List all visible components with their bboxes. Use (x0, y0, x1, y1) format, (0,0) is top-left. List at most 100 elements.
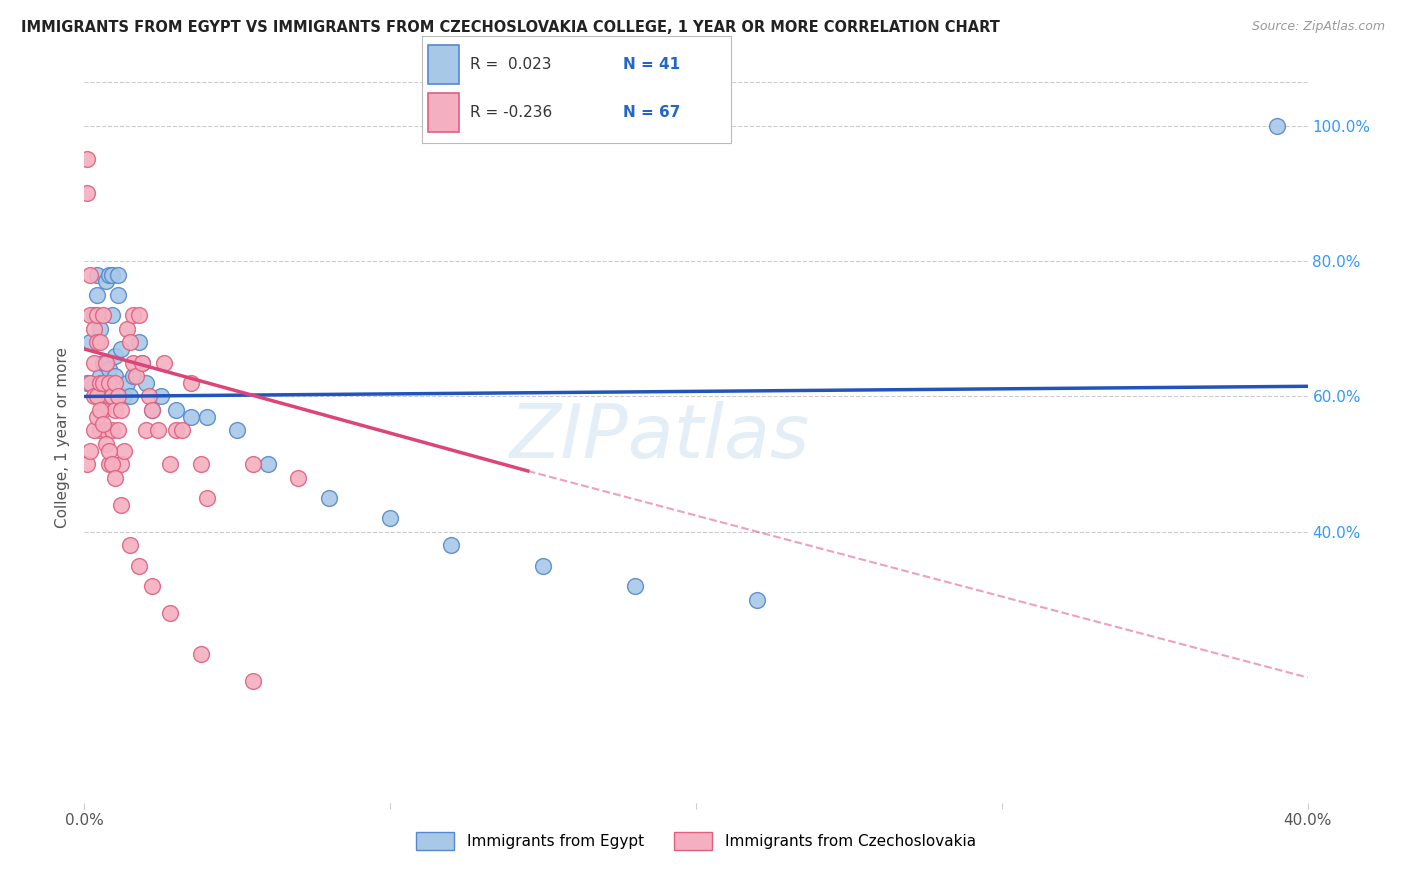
Point (76, 153, 98, 167)
Point (89, 322, 111, 336)
Point (180, 376, 202, 390)
Point (135, 376, 157, 390)
Legend: Immigrants from Egypt, Immigrants from Czechoslovakia: Immigrants from Egypt, Immigrants from C… (416, 832, 976, 850)
Point (89, 376, 111, 390)
Point (110, 342, 132, 356)
Point (242, 457, 264, 471)
Point (86, 308, 108, 322)
Point (97, 443, 120, 458)
Point (104, 369, 127, 384)
Point (86, 268, 108, 282)
Point (94, 376, 117, 390)
Point (94, 355, 117, 369)
Text: R = -0.236: R = -0.236 (470, 104, 553, 120)
Point (86, 389, 108, 403)
Point (115, 322, 138, 336)
Point (141, 403, 163, 417)
Point (101, 457, 124, 471)
Point (195, 409, 218, 424)
Point (195, 491, 218, 505)
Point (159, 606, 181, 620)
Point (76, 186, 98, 201)
Point (83, 423, 105, 437)
Text: IMMIGRANTS FROM EGYPT VS IMMIGRANTS FROM CZECHOSLOVAKIA COLLEGE, 1 YEAR OR MORE : IMMIGRANTS FROM EGYPT VS IMMIGRANTS FROM… (21, 20, 1000, 35)
Point (91, 308, 114, 322)
Point (125, 369, 148, 384)
Point (107, 423, 129, 437)
Point (112, 389, 135, 403)
Point (91, 403, 114, 417)
Point (440, 538, 463, 552)
Text: R =  0.023: R = 0.023 (470, 56, 551, 71)
Point (110, 498, 132, 512)
Point (94, 423, 117, 437)
Point (107, 389, 129, 403)
Point (159, 457, 181, 471)
Point (131, 355, 153, 369)
Point (128, 308, 150, 322)
Text: N = 67: N = 67 (623, 104, 681, 120)
Point (101, 308, 124, 322)
Point (131, 355, 153, 369)
Point (165, 423, 187, 437)
Point (104, 403, 127, 417)
Point (624, 579, 647, 593)
Point (101, 423, 124, 437)
Point (190, 457, 212, 471)
Point (79, 376, 101, 390)
Point (91, 355, 114, 369)
Point (94, 274, 117, 288)
Point (128, 558, 150, 573)
Point (242, 673, 264, 688)
Point (141, 403, 163, 417)
Point (120, 538, 142, 552)
Point (104, 349, 127, 363)
Point (79, 308, 101, 322)
Point (112, 443, 135, 458)
Point (287, 471, 309, 485)
Point (79, 443, 101, 458)
Point (101, 268, 124, 282)
Point (110, 403, 132, 417)
Point (91, 417, 114, 431)
Text: Source: ZipAtlas.com: Source: ZipAtlas.com (1251, 20, 1385, 33)
Point (165, 403, 187, 417)
Point (149, 389, 172, 403)
Point (83, 355, 105, 369)
Point (747, 592, 769, 607)
Point (115, 376, 138, 390)
Point (135, 423, 157, 437)
Y-axis label: College, 1 year or more: College, 1 year or more (55, 347, 70, 527)
FancyBboxPatch shape (427, 45, 458, 84)
Point (89, 335, 111, 350)
Point (120, 389, 142, 403)
Point (97, 268, 120, 282)
Point (97, 362, 120, 376)
Point (257, 457, 280, 471)
Point (83, 308, 105, 322)
Point (146, 423, 169, 437)
Point (380, 511, 402, 525)
FancyBboxPatch shape (427, 94, 458, 132)
Point (76, 457, 98, 471)
Point (104, 471, 127, 485)
Point (86, 335, 108, 350)
Point (83, 322, 105, 336)
Point (107, 288, 129, 302)
Point (89, 369, 111, 384)
Point (122, 355, 145, 369)
Text: N = 41: N = 41 (623, 56, 681, 71)
Point (141, 579, 163, 593)
Point (91, 376, 114, 390)
Point (79, 335, 101, 350)
Point (122, 308, 145, 322)
Point (138, 389, 160, 403)
Point (318, 491, 340, 505)
Point (110, 457, 132, 471)
Point (190, 647, 212, 661)
Point (97, 376, 120, 390)
Point (86, 288, 108, 302)
Point (89, 423, 111, 437)
Point (531, 558, 554, 573)
Text: ZIPatlas: ZIPatlas (509, 401, 810, 473)
